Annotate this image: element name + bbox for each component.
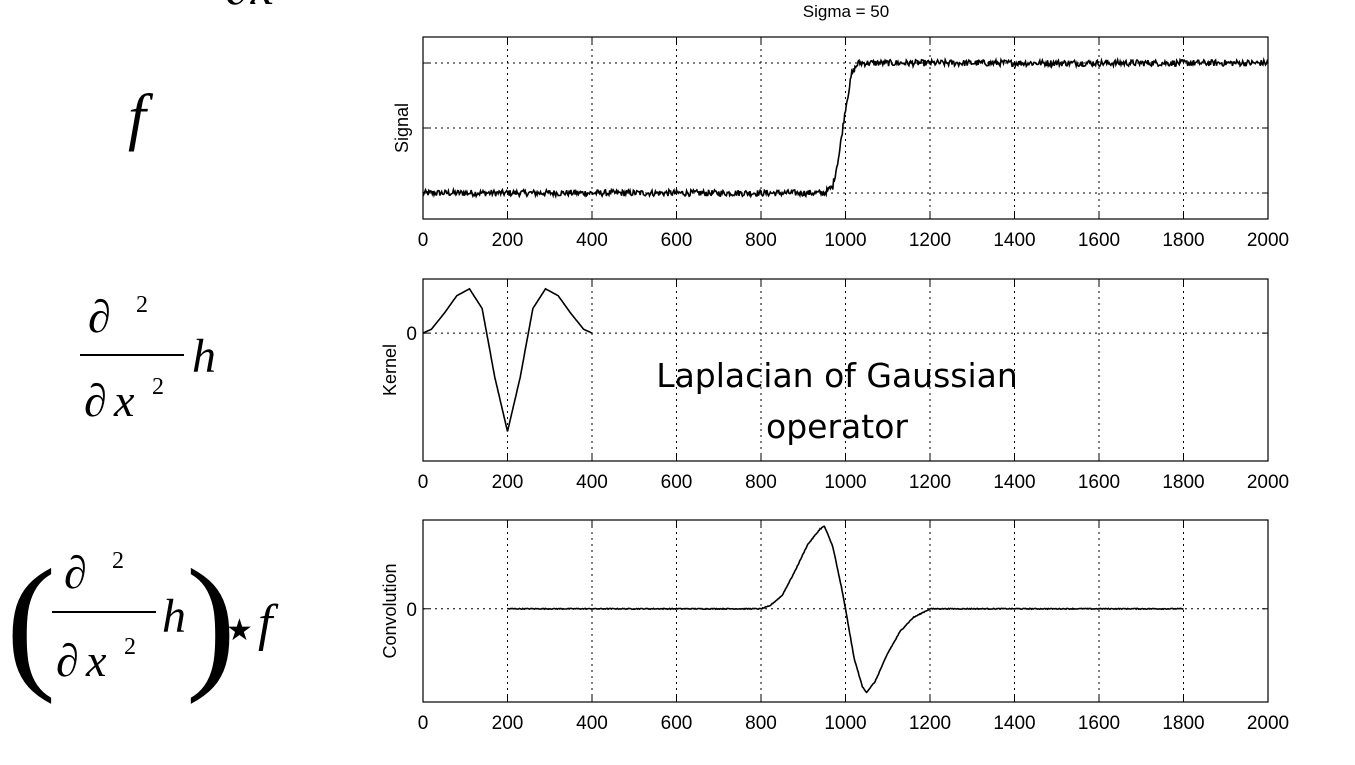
eq3-numerator-exponent: 2 — [112, 548, 124, 574]
eq2-denominator-exponent: 2 — [152, 374, 164, 400]
signal-gridlines — [423, 37, 1268, 219]
kernel-series-line — [422, 287, 593, 432]
eq3-denominator-partial: ∂ — [56, 635, 79, 686]
convolution-x-tick-label: 2000 — [1247, 713, 1289, 734]
cropped-equation-fragment: ∂x — [225, 0, 274, 16]
signal-x-tick-label: 1600 — [1078, 230, 1120, 251]
eq2-denominator-x: x — [113, 375, 135, 426]
kernel-x-tick-label: 1200 — [909, 472, 951, 493]
convolution-x-tick-label: 1800 — [1162, 713, 1204, 734]
annotation-line-1: Laplacian of Gaussian — [656, 356, 1018, 395]
signal-x-tick-label: 400 — [576, 230, 608, 251]
convolution-y-axis-label: Convolution — [380, 563, 400, 658]
eq3-denominator-exponent: 2 — [124, 634, 136, 660]
kernel-x-tick-label: 0 — [418, 472, 429, 493]
signal-x-tick-label: 1800 — [1162, 230, 1204, 251]
kernel-x-tick-label: 2000 — [1247, 472, 1289, 493]
convolution-x-tick-label: 600 — [661, 713, 693, 734]
equation-f: f — [128, 81, 154, 152]
convolution-x-tick-label: 800 — [745, 713, 777, 734]
signal-series-line — [422, 56, 1269, 199]
kernel-x-tick-label: 200 — [492, 472, 524, 493]
signal-y-axis-label: Signal — [392, 103, 412, 153]
eq3-close-paren: ) — [186, 539, 236, 705]
kernel-x-tick-label: 800 — [745, 472, 777, 493]
kernel-x-tick-label: 1400 — [993, 472, 1035, 493]
convolution-x-tick-label: 1600 — [1078, 713, 1120, 734]
eq2-denominator-partial: ∂ — [84, 375, 107, 426]
kernel-y-tick-label: 0 — [406, 324, 417, 345]
eq3-f: f — [258, 595, 279, 652]
eq3-h: h — [162, 590, 186, 643]
signal-x-tick-label: 1200 — [909, 230, 951, 251]
kernel-y-axis-label: Kernel — [380, 344, 400, 396]
kernel-y-tick-labels: 0 — [406, 324, 1268, 345]
convolution-x-tick-label: 1000 — [824, 713, 866, 734]
eq3-denominator-x: x — [85, 635, 107, 686]
convolution-x-tick-label: 200 — [492, 713, 524, 734]
signal-panel: 0 200 400 600 800 1000 1200 1400 1600 1800 2000 Si… — [392, 36, 1289, 251]
kernel-x-tick-label: 1000 — [824, 472, 866, 493]
convolution-panel: 0 200 400 600 800 1000 1200 1400 1600 1800 2000 0 … — [380, 519, 1289, 734]
convolution-y-tick-label: 0 — [406, 600, 417, 621]
convolution-y-tick-labels: 0 — [406, 600, 1268, 621]
equation-second-derivative-h: ∂ 2 ∂ x 2 h — [80, 291, 216, 426]
kernel-x-tick-label: 400 — [576, 472, 608, 493]
kernel-x-tick-label: 1800 — [1162, 472, 1204, 493]
convolution-gridlines — [423, 520, 1268, 702]
kernel-x-tick-label: 600 — [661, 472, 693, 493]
signal-x-tick-label: 0 — [418, 230, 429, 251]
equation-convolution: ( ∂ 2 ∂ x 2 h ) ★ f — [6, 539, 279, 705]
eq2-h: h — [192, 330, 216, 383]
annotation-line-2: operator — [766, 407, 908, 446]
convolution-series-line — [507, 525, 1184, 694]
convolution-x-ticks: 0 200 400 600 800 1000 1200 1400 1600 1800 2000 — [418, 520, 1289, 734]
signal-x-tick-label: 800 — [745, 230, 777, 251]
signal-x-tick-label: 1400 — [993, 230, 1035, 251]
signal-x-tick-label: 1000 — [824, 230, 866, 251]
convolution-x-tick-label: 0 — [418, 713, 429, 734]
kernel-x-tick-label: 1600 — [1078, 472, 1120, 493]
convolution-x-tick-label: 1200 — [909, 713, 951, 734]
signal-x-ticks: 0 200 400 600 800 1000 1200 1400 1600 1800 2000 — [418, 37, 1289, 251]
kernel-x-ticks: 0 200 400 600 800 1000 1200 1400 1600 1800 2000 — [418, 279, 1289, 493]
convolution-x-tick-label: 1400 — [993, 713, 1035, 734]
kernel-panel: 0 200 400 600 800 1000 1200 1400 1600 1800 2000 0 … — [380, 278, 1289, 493]
convolution-x-tick-label: 400 — [576, 713, 608, 734]
eq3-numerator-partial: ∂ — [64, 547, 87, 598]
kernel-gridlines — [423, 279, 1268, 461]
eq2-numerator-partial: ∂ — [88, 291, 111, 342]
star-icon: ★ — [226, 614, 253, 647]
eq3-open-paren: ( — [6, 539, 56, 705]
signal-x-tick-label: 200 — [492, 230, 524, 251]
signal-x-tick-label: 600 — [661, 230, 693, 251]
signal-x-tick-label: 2000 — [1247, 230, 1289, 251]
figure-title: Sigma = 50 — [803, 2, 889, 21]
eq2-numerator-exponent: 2 — [136, 292, 148, 318]
